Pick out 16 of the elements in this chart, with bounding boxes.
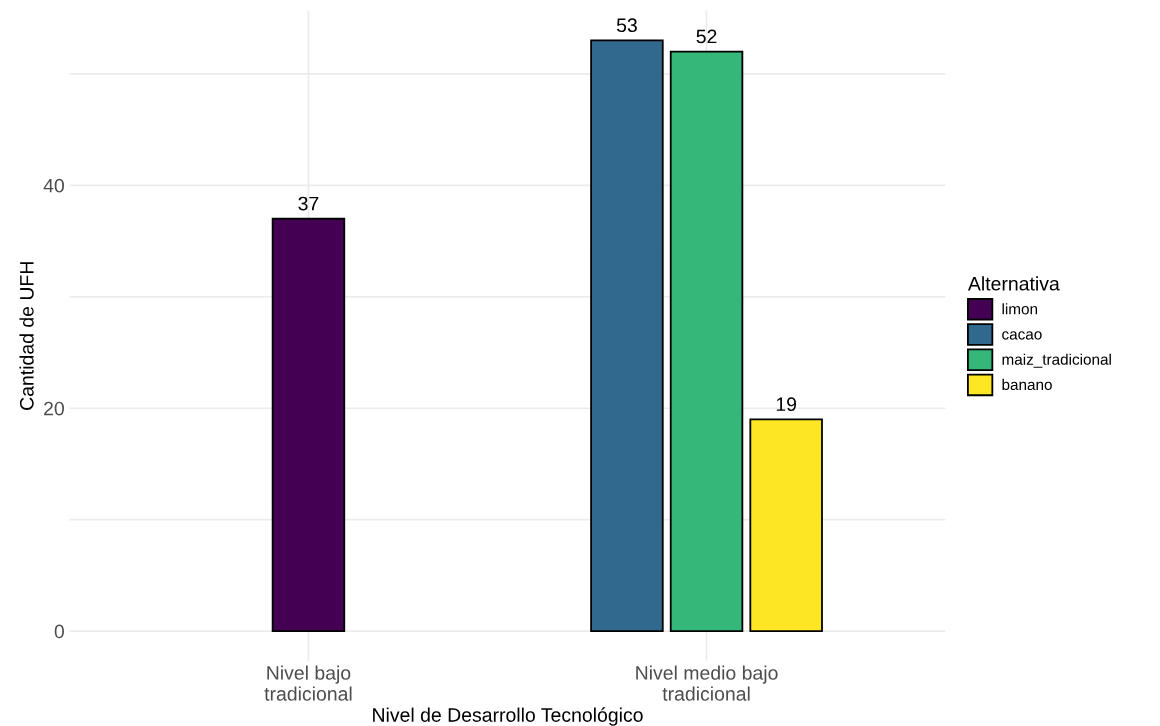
- data-label: 53: [616, 18, 637, 33]
- y-tick-label: 20: [44, 401, 64, 416]
- data-label: 19: [776, 397, 797, 412]
- data-label: 52: [696, 29, 717, 44]
- legend-title: Alternativa: [967, 276, 1060, 291]
- x-tick-label: Nivel bajo tradicional: [264, 665, 352, 701]
- legend-label: maiz_tradicional: [1002, 353, 1111, 368]
- x-tick-label: Nivel medio bajo tradicional: [636, 665, 778, 701]
- legend-label: limon: [1002, 303, 1038, 315]
- x-axis-title: Nivel de Desarrollo Tecnológico: [373, 707, 643, 726]
- y-tick-label: 40: [43, 178, 64, 193]
- y-tick-label: 0: [54, 624, 64, 639]
- data-label: 37: [298, 196, 319, 211]
- legend-label: banano: [1002, 378, 1052, 391]
- y-axis-title: Cantidad de UFH: [19, 262, 34, 410]
- legend-label: cacao: [1002, 331, 1042, 340]
